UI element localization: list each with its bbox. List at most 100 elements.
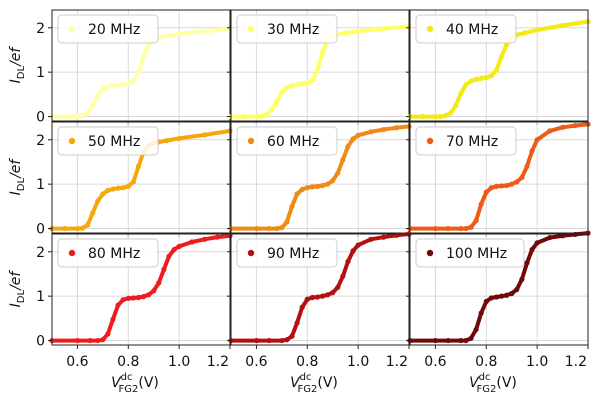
legend-label: 50 MHz (88, 134, 140, 150)
axes-frame (230, 9, 410, 122)
data-point (478, 201, 484, 207)
data-point (135, 163, 142, 169)
legend-label: 90 MHz (267, 246, 319, 262)
data-point (355, 242, 361, 248)
data-point (110, 82, 116, 89)
data-point (269, 107, 275, 113)
data-point (314, 67, 321, 73)
data-point (514, 286, 520, 293)
data-point (284, 337, 290, 343)
data-point (325, 181, 331, 187)
data-point (534, 137, 540, 143)
data-point (309, 294, 315, 301)
data-point (350, 136, 356, 142)
data-point (521, 30, 528, 36)
x-axis-label: Vdc FG2(V) (469, 372, 517, 394)
data-point (176, 135, 182, 142)
subplot-9: 0.6 0.8 1.0 1.2 100 MHz Vdc FG2(V) (406, 230, 591, 395)
data-point (85, 222, 91, 228)
data-point (504, 182, 510, 189)
data-point (519, 174, 525, 181)
legend-label: 30 MHz (267, 22, 319, 38)
data-point (559, 22, 566, 29)
x-tick-label: 0.8 (117, 354, 139, 370)
data-point (62, 225, 68, 232)
data-point (62, 113, 68, 120)
x-tick-label: 1.0 (347, 354, 369, 370)
data-point (74, 337, 81, 344)
data-point (201, 132, 208, 138)
data-point (445, 225, 451, 232)
data-point (458, 337, 464, 344)
legend-marker (68, 25, 76, 33)
data-point (463, 337, 469, 344)
data-point (289, 203, 295, 209)
data-point (95, 92, 101, 98)
data-point (95, 198, 101, 204)
x-tick-label: 1.2 (565, 354, 587, 370)
data-point (279, 225, 285, 231)
data-point (151, 288, 157, 294)
data-point (95, 337, 101, 344)
data-point (284, 85, 290, 91)
data-point (105, 83, 111, 89)
data-point (253, 225, 260, 232)
y-tick-label: 0 (36, 334, 45, 350)
axes-frame (230, 233, 410, 346)
x-tick-label: 1.0 (526, 354, 548, 370)
data-point (146, 292, 152, 298)
x-tick-label: 0.6 (66, 354, 88, 370)
data-point (319, 182, 326, 189)
data-point (368, 236, 374, 242)
data-point (468, 335, 474, 341)
data-point (274, 225, 280, 232)
data-point (166, 253, 172, 259)
legend-marker (426, 25, 434, 33)
data-point (125, 81, 131, 87)
data-point (448, 110, 454, 116)
data-point (299, 186, 305, 193)
data-point (340, 157, 346, 163)
data-point (87, 337, 93, 344)
legend: 70 MHz (415, 126, 517, 156)
data-point (253, 337, 260, 344)
legend: 50 MHz (57, 126, 159, 156)
data-point (443, 113, 449, 119)
data-point (559, 124, 566, 130)
data-point (120, 81, 126, 88)
data-point (504, 292, 510, 298)
legend: 60 MHz (236, 126, 338, 156)
legend-marker (426, 249, 434, 257)
data-point (345, 143, 351, 150)
data-point (176, 31, 182, 37)
legend-box (236, 238, 338, 268)
axes-frame (51, 9, 231, 122)
data-point (420, 113, 426, 120)
subplot-3: 40 MHz (406, 9, 591, 125)
legend-marker (247, 249, 255, 257)
y-tick-label: 2 (36, 133, 45, 149)
axes-frame (409, 233, 589, 346)
subplot-6: 70 MHz (406, 121, 591, 237)
data-point (519, 276, 525, 282)
x-tick-label: 0.8 (296, 354, 318, 370)
data-point (110, 316, 116, 322)
data-point (135, 294, 142, 301)
data-point (524, 260, 530, 266)
axes-frame (51, 233, 231, 346)
data-point (274, 98, 280, 104)
data-point (445, 337, 451, 344)
legend-box (415, 14, 517, 44)
legend-label: 100 MHz (446, 246, 507, 262)
data-point (253, 113, 260, 120)
data-point (115, 302, 121, 308)
data-point (330, 178, 336, 184)
data-point (100, 337, 106, 343)
legend: 100 MHz (415, 238, 525, 268)
data-point (171, 246, 177, 253)
y-tick-label: 2 (36, 245, 45, 261)
data-point (473, 217, 479, 224)
data-point (120, 185, 126, 191)
data-point (458, 225, 464, 232)
data-point (463, 225, 469, 232)
